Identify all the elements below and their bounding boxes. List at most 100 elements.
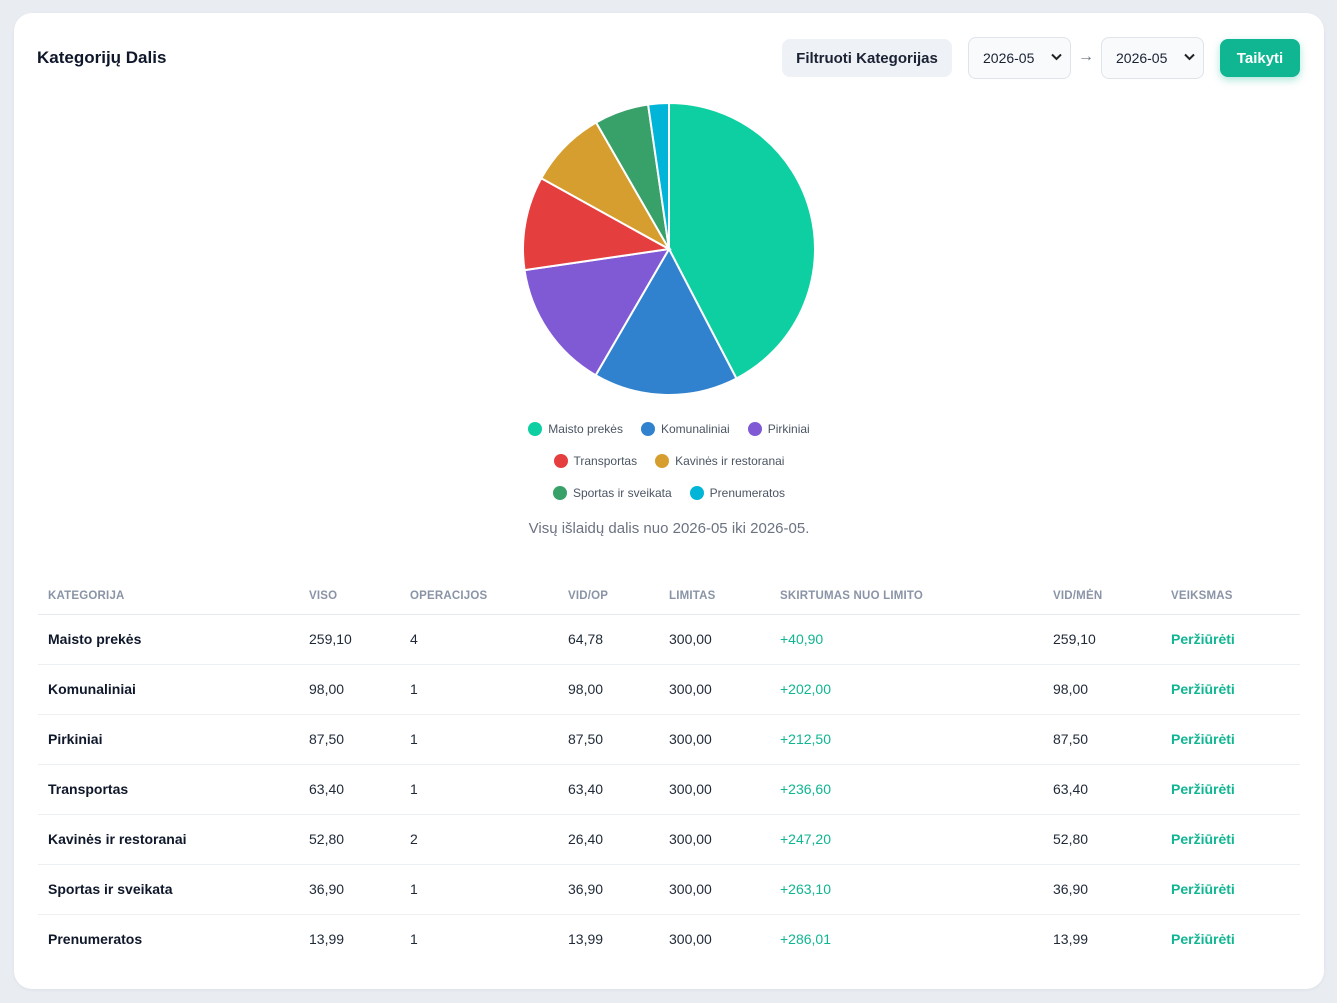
cell-avg-month: 52,80 [1043,814,1161,865]
cell-total: 52,80 [299,814,400,865]
cell-category: Maisto prekės [38,614,299,665]
legend-item[interactable]: Sportas ir sveikata [552,486,672,500]
table-row: Maisto prekės 259,10 4 64,78 300,00 +40,… [38,614,1300,665]
cell-limit: 300,00 [659,664,770,715]
table-row: Kavinės ir restoranai 52,80 2 26,40 300,… [38,814,1300,865]
column-header-total[interactable]: VISO [299,578,400,615]
legend-label: Komunaliniai [660,422,730,436]
legend-label: Kavinės ir restoranai [675,454,785,468]
pie-slice-1[interactable] [668,101,816,380]
view-link[interactable]: Peržiūrėti [1161,764,1300,815]
legend-swatch [528,422,543,436]
table-header-row: KATEGORIJA VISO OPERACIJOS VID/OP LIMITA… [38,578,1300,615]
view-link[interactable]: Peržiūrėti [1161,614,1300,665]
cell-total: 13,99 [309,931,345,948]
cell-total: 259,10 [299,614,400,665]
legend-swatch [553,454,568,468]
cell-avg-op: 13,99 [568,931,604,948]
column-header-operations[interactable]: OPERACIJOS [400,578,558,615]
legend-swatch [689,486,704,500]
cell-operations: 1 [400,764,558,815]
pie-slice-4[interactable] [522,176,673,272]
cell-limit: 300,00 [659,614,770,665]
legend-swatch [655,454,670,468]
page-title: Kategorijų Dalis [37,48,167,67]
table-row: Prenumeratos 13,99 1 13,99 300,00 +286,0… [38,914,1300,964]
cell-operations: 4 [400,614,558,665]
range-arrow-icon: → [1078,48,1094,65]
cell-limit: 300,00 [669,931,712,948]
pie-slice-7[interactable] [646,101,670,250]
cell-category: Transportas [38,764,299,815]
to-month-value: 2026-05 [1116,50,1168,66]
legend-row: Sportas ir sveikata Prenumeratos [14,477,1324,509]
column-header-limit[interactable]: LIMITAS [659,578,770,615]
legend-item[interactable]: Pirkiniai [747,422,810,436]
column-header-avg-month[interactable]: VID/MĖN [1043,578,1161,615]
pie-slice-2[interactable] [594,246,738,396]
cell-category: Kavinės ir restoranai [38,814,299,865]
cell-avg-op: 63,40 [558,764,659,815]
cell-operations: 2 [400,814,558,865]
legend-item[interactable]: Kavinės ir restoranai [655,454,784,468]
filter-categories-button[interactable]: Filtruoti Kategorijas [782,39,952,77]
table-row: Komunaliniai 98,00 1 98,00 300,00 +202,0… [38,664,1300,715]
cell-avg-month: 13,99 [1053,931,1089,948]
chevron-down-icon [1184,52,1195,64]
cell-avg-op: 87,50 [558,714,659,765]
view-link[interactable]: Peržiūrėti [1161,814,1300,865]
apply-button[interactable]: Taikyti [1220,39,1300,77]
cell-diff: +212,50 [770,714,1043,765]
legend-swatch [552,486,567,500]
legend-item[interactable]: Transportas [553,454,638,468]
legend-label: Maisto prekės [548,422,623,436]
cell-avg-month: 63,40 [1043,764,1161,815]
cell-diff: +202,00 [770,664,1043,715]
from-month-value: 2026-05 [983,50,1035,66]
cell-diff: +236,60 [770,764,1043,815]
cell-operations: 1 [400,714,558,765]
view-link[interactable]: Peržiūrėti [1161,664,1300,715]
cell-limit: 300,00 [659,864,770,915]
cell-diff: +40,90 [770,614,1043,665]
legend-item[interactable]: Maisto prekės [528,422,623,436]
cell-category: Pirkiniai [38,714,299,765]
cell-limit: 300,00 [659,814,770,865]
chart-legend: Maisto prekės Komunaliniai Pirkiniai Trans… [14,413,1324,509]
cell-category: Prenumeratos [48,931,143,948]
cell-avg-op: 64,78 [558,614,659,665]
column-header-diff[interactable]: SKIRTUMAS NUO LIMITO [770,578,1043,615]
cell-total: 98,00 [299,664,400,715]
cell-category: Sportas ir sveikata [38,864,299,915]
cell-avg-op: 36,90 [558,864,659,915]
view-link[interactable]: Peržiūrėti [1171,931,1235,948]
cell-limit: 300,00 [659,714,770,765]
column-header-category[interactable]: KATEGORIJA [38,578,299,615]
cell-operations: 1 [410,931,418,948]
column-header-avg-op[interactable]: VID/OP [558,578,659,615]
cell-operations: 1 [400,864,558,915]
cell-avg-month: 87,50 [1043,714,1161,765]
cell-operations: 1 [400,664,558,715]
cell-avg-month: 259,10 [1043,614,1161,665]
cell-total: 63,40 [299,764,400,815]
table-row: Pirkiniai 87,50 1 87,50 300,00 +212,50 8… [38,714,1300,765]
legend-row: Maisto prekės Komunaliniai Pirkiniai [14,413,1324,445]
category-share-card: Kategorijų Dalis Filtruoti Kategorijas 2… [14,13,1324,989]
legend-item[interactable]: Prenumeratos [689,486,785,500]
legend-item[interactable]: Komunaliniai [640,422,730,436]
pie-slice-3[interactable] [523,247,671,377]
from-month-select[interactable]: 2026-05 [968,37,1071,79]
view-link[interactable]: Peržiūrėti [1161,864,1300,915]
to-month-select[interactable]: 2026-05 [1101,37,1204,79]
chart-caption: Visų išlaidų dalis nuo 2026-05 iki 2026-… [528,520,810,537]
legend-label: Sportas ir sveikata [572,486,672,500]
cell-total: 87,50 [299,714,400,765]
category-table: KATEGORIJA VISO OPERACIJOS VID/OP LIMITA… [38,578,1300,964]
cell-category: Komunaliniai [38,664,299,715]
cell-avg-op: 98,00 [558,664,659,715]
table-row: Sportas ir sveikata 36,90 1 36,90 300,00… [38,864,1300,915]
legend-label: Pirkiniai [767,422,810,436]
legend-label: Transportas [573,454,638,468]
view-link[interactable]: Peržiūrėti [1161,714,1300,765]
